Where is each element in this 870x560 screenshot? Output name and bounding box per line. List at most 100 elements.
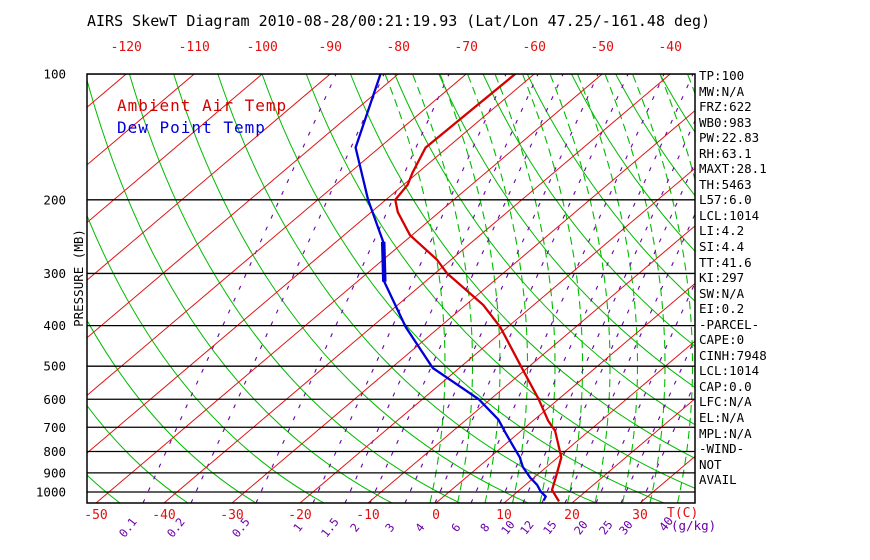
bottom-temp-tick-label: 20 [564, 508, 580, 523]
mixing-ratio-tick-label: 10 [498, 518, 518, 538]
moist-adiabat-line [411, 74, 474, 503]
stat-line: PW:22.83 [699, 130, 760, 146]
mixing-ratio-tick-label: 1.5 [318, 515, 342, 540]
mixing-ratio-line [344, 74, 539, 503]
stat-line: FRZ:622 [699, 99, 752, 115]
stat-line: CAP:0.0 [699, 378, 752, 394]
moist-adiabat-line [604, 74, 666, 503]
stat-line: NOT [699, 456, 722, 472]
isotherm-line [87, 74, 467, 397]
stat-line: LCL:1014 [699, 363, 760, 379]
bottom-temp-tick-label: -40 [152, 508, 175, 523]
mixing-ratio-tick-label: 30 [616, 518, 636, 538]
top-temp-tick-label: -50 [590, 40, 613, 55]
stat-line: EI:0.2 [699, 301, 745, 317]
mixing-ratio-tick-label: 4 [412, 520, 427, 534]
stat-line: MPL:N/A [699, 425, 752, 441]
stat-line: LI:4.2 [699, 223, 745, 239]
moist-adiabat-line [631, 74, 694, 503]
plot-grid-group [87, 74, 870, 503]
mixing-ratio-tick-label: 0.1 [116, 515, 140, 540]
mixing-ratio-line [369, 74, 564, 503]
mixing-ratio-tick-label: 25 [596, 518, 616, 538]
dry-adiabat-line [615, 74, 695, 197]
mixing-ratio-line [255, 74, 450, 503]
stat-line: TT:41.6 [699, 254, 752, 270]
isotherm-line [87, 74, 331, 281]
dry-adiabat-line [87, 319, 257, 503]
dry-adiabat-line [438, 74, 695, 388]
stat-line: LFC:N/A [699, 394, 752, 410]
pressure-tick-label: 900 [43, 465, 66, 480]
stat-line: CINH:7948 [699, 347, 767, 363]
mixing-ratio-tick-label: 8 [477, 520, 492, 534]
pressure-tick-label: 400 [43, 318, 66, 333]
dew-point-curve [354, 74, 548, 502]
mixing-ratio-tick-label: 15 [540, 518, 560, 538]
pressure-tick-label: 700 [43, 420, 66, 435]
stat-line: MAXT:28.1 [699, 161, 767, 177]
bottom-temp-tick-label: -30 [220, 508, 243, 523]
mixing-ratio-tick-label: 3 [382, 520, 397, 534]
mixing-ratio-line [190, 74, 385, 503]
ambient-temp-curve [394, 74, 563, 503]
stat-line: L57:6.0 [699, 192, 752, 208]
top-temp-tick-label: -70 [454, 40, 477, 55]
pressure-tick-label: 600 [43, 392, 66, 407]
isotherm-line [231, 109, 695, 503]
top-temp-tick-label: -90 [318, 40, 341, 55]
pressure-tick-label: 1000 [36, 485, 66, 500]
top-temp-tick-label: -80 [386, 40, 409, 55]
mixing-ratio-line [564, 212, 695, 503]
dry-adiabat-line [305, 74, 695, 489]
pressure-axis-label: PRESSURE (MB) [71, 229, 86, 327]
dry-adiabat-line [349, 74, 695, 459]
dry-adiabat-line [87, 214, 325, 503]
mixing-ratio-tick-label: 6 [448, 520, 463, 534]
stat-line: EL:N/A [699, 410, 745, 426]
isotherm-line [87, 74, 127, 108]
pressure-tick-label: 100 [43, 67, 66, 82]
moist-adiabat-line [770, 74, 830, 503]
dry-adiabat-line [87, 404, 189, 503]
bottom-temp-tick-label: 0 [432, 508, 440, 523]
mixing-ratio-tick-label: 12 [517, 518, 537, 538]
isotherm-line [367, 225, 695, 503]
stat-line: LCL:1014 [699, 207, 760, 223]
stat-line: -PARCEL- [699, 316, 760, 332]
isotherm-line [87, 74, 399, 339]
mixing-ratio-line [470, 74, 665, 503]
stat-line: KI:297 [699, 270, 745, 286]
moist-adiabat-line [853, 74, 870, 503]
isotherm-line [163, 74, 671, 503]
isotherm-line [87, 74, 263, 224]
dry-adiabat-line [87, 474, 121, 503]
moist-adiabat-line [576, 74, 639, 503]
dry-adiabat-line [173, 74, 529, 503]
moist-adiabat-line [549, 74, 611, 503]
legend-ambient-air-temp: Ambient Air Temp [117, 96, 288, 115]
mixing-ratio-line [434, 74, 629, 503]
dry-adiabat-line [526, 74, 695, 302]
mixing-ratio-line [640, 381, 695, 503]
mixing-ratio-line [142, 74, 337, 503]
stat-line: WB0:983 [699, 114, 752, 130]
isotherm-line [571, 398, 695, 503]
legend-dew-point-temp: Dew Point Temp [117, 118, 266, 137]
temp-unit-label: T(C) [667, 506, 699, 521]
mixing-ratio-line [404, 74, 599, 503]
plot-border [86, 73, 696, 504]
bottom-temp-tick-label: 10 [496, 508, 512, 523]
stat-line: SW:N/A [699, 285, 745, 301]
pressure-tick-label: 300 [43, 266, 66, 281]
stat-line: TP:100 [699, 68, 745, 83]
isotherm-line [299, 167, 695, 503]
moist-adiabat-line [494, 74, 556, 503]
mixing-ratio-line [312, 74, 507, 503]
dry-adiabat-line [571, 74, 695, 252]
stat-line: MW:N/A [699, 83, 745, 99]
isotherm-line [95, 74, 603, 503]
pressure-tick-label: 200 [43, 192, 66, 207]
dry-adiabat-line [128, 74, 461, 503]
stat-line: SI:4.4 [699, 239, 745, 255]
